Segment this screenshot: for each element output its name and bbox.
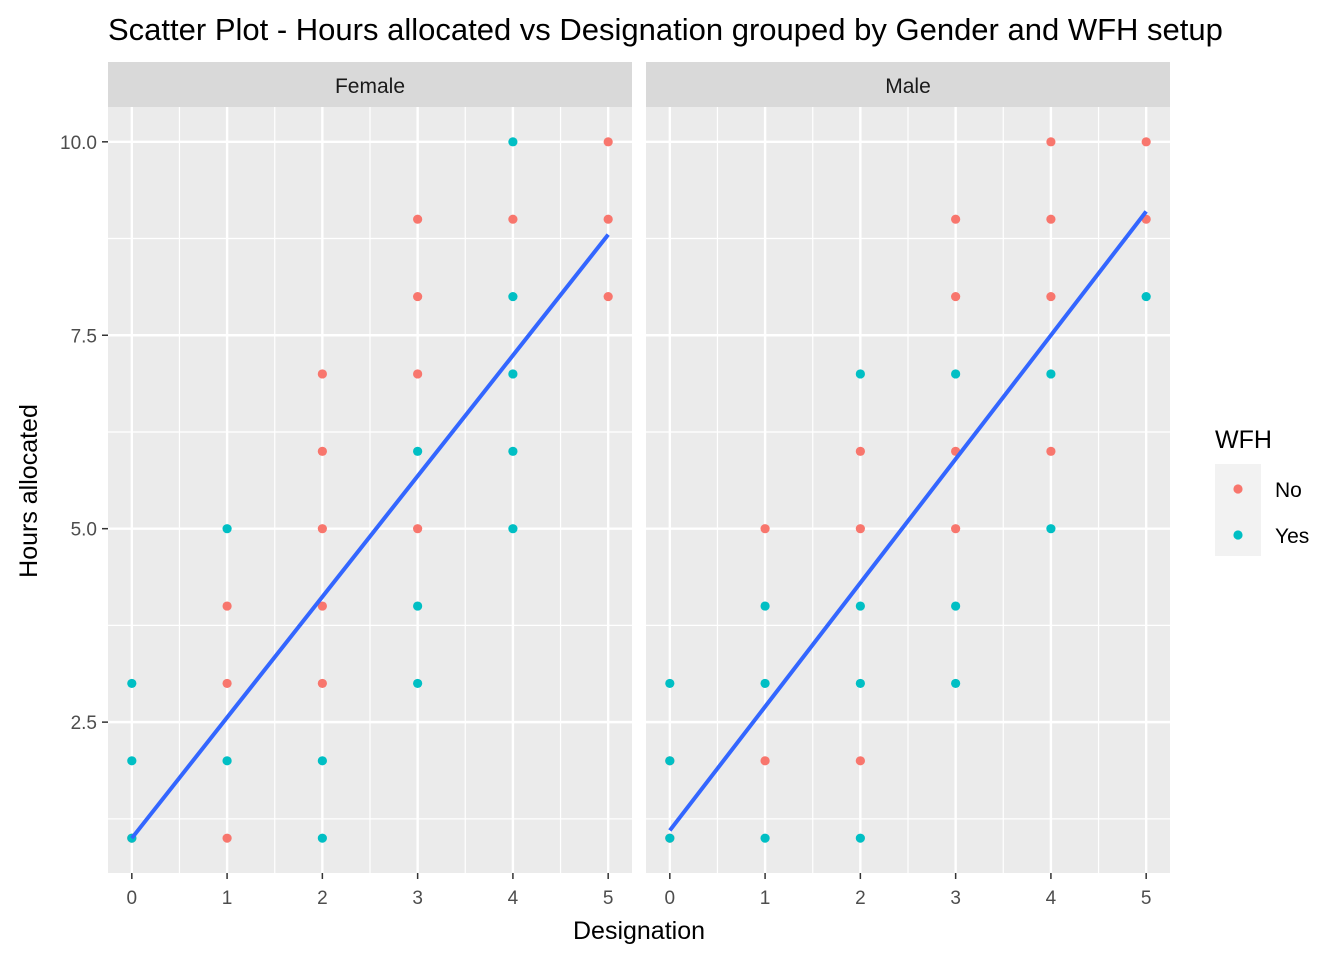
facet-strip-label: Male <box>885 75 931 98</box>
legend-title: WFH <box>1215 426 1272 454</box>
data-point-yes <box>760 833 770 843</box>
x-tick-label: 2 <box>855 888 866 909</box>
data-point-yes <box>222 524 232 534</box>
trend-line <box>668 210 1148 832</box>
legend-label-no: No <box>1275 479 1302 502</box>
data-point-no <box>413 369 423 379</box>
data-point-no <box>1046 137 1056 147</box>
data-point-no <box>760 756 770 766</box>
data-point-no <box>222 678 232 689</box>
x-tick-label: 3 <box>950 888 961 909</box>
data-point-yes <box>317 756 327 766</box>
legend-key-yes <box>1233 530 1243 540</box>
data-point-yes <box>222 756 232 766</box>
data-point-no <box>1141 137 1151 147</box>
data-point-yes <box>665 678 675 689</box>
legend: WFH No Yes <box>1215 426 1309 556</box>
data-point-no <box>603 137 613 147</box>
data-point-yes <box>760 678 770 689</box>
data-point-no <box>1046 291 1056 302</box>
data-point-yes <box>508 446 518 456</box>
data-point-yes <box>855 601 865 611</box>
data-point-no <box>1046 446 1056 456</box>
data-point-yes <box>127 678 137 689</box>
data-point-yes <box>665 756 675 766</box>
data-point-yes <box>951 678 961 689</box>
facet-strip <box>646 62 1170 107</box>
data-point-no <box>760 524 770 534</box>
data-point-no <box>413 291 423 302</box>
data-point-no <box>855 524 865 534</box>
facet-strip <box>108 62 632 107</box>
data-point-yes <box>855 833 865 843</box>
data-point-no <box>855 756 865 766</box>
chart-title: Scatter Plot - Hours allocated vs Design… <box>108 12 1223 47</box>
x-tick-label: 0 <box>127 888 138 909</box>
data-point-yes <box>1046 524 1056 534</box>
legend-key-background <box>1215 464 1261 556</box>
x-tick-label: 3 <box>412 888 423 909</box>
facet-male: Male 0 1 2 3 4 5 <box>646 62 1170 909</box>
y-tick-label: 2.5 <box>71 713 97 734</box>
data-point-no <box>317 524 327 534</box>
data-point-yes <box>508 369 518 379</box>
y-tick-label: 10.0 <box>60 133 97 154</box>
data-point-no <box>603 214 613 224</box>
x-axis-title: Designation <box>573 917 705 945</box>
data-point-no <box>317 369 327 379</box>
data-point-no <box>222 833 232 843</box>
data-point-yes <box>855 678 865 689</box>
data-point-no <box>222 601 232 611</box>
data-point-yes <box>317 833 327 843</box>
data-point-no <box>603 291 613 302</box>
data-point-no <box>855 446 865 456</box>
data-point-yes <box>951 601 961 611</box>
x-tick-label: 5 <box>603 888 614 909</box>
data-point-yes <box>127 756 137 766</box>
data-point-no <box>317 601 327 611</box>
data-point-no <box>413 524 423 534</box>
facets: Female 0 1 2 3 4 5 2.5 5.0 7.5 10.0 Male 0 1 2 3 4 5 <box>60 62 1170 909</box>
data-point-yes <box>951 369 961 379</box>
x-tick-label: 1 <box>222 888 233 909</box>
data-point-no <box>317 678 327 689</box>
data-point-no <box>951 524 961 534</box>
x-tick-label: 2 <box>317 888 328 909</box>
y-tick-label: 7.5 <box>71 326 97 347</box>
data-point-yes <box>508 137 518 147</box>
data-point-no <box>317 446 327 456</box>
y-tick-label: 5.0 <box>71 520 97 541</box>
legend-entries: No Yes <box>1233 479 1309 548</box>
data-point-yes <box>760 601 770 611</box>
data-point-yes <box>413 601 423 611</box>
facet-female: Female 0 1 2 3 4 5 2.5 5.0 7.5 10.0 <box>60 62 632 909</box>
y-axis-title: Hours allocated <box>15 404 43 578</box>
data-point-yes <box>413 446 423 456</box>
data-point-no <box>413 214 423 224</box>
data-point-no <box>1046 214 1056 224</box>
data-point-yes <box>665 833 675 843</box>
data-point-yes <box>508 524 518 534</box>
x-tick-label: 4 <box>508 888 519 909</box>
data-point-yes <box>508 291 518 302</box>
facet-strip-label: Female <box>335 75 405 98</box>
x-tick-label: 0 <box>665 888 676 909</box>
data-point-yes <box>1141 291 1151 302</box>
trend-line <box>130 233 610 840</box>
x-tick-label: 4 <box>1046 888 1057 909</box>
data-point-no <box>951 214 961 224</box>
legend-key-no <box>1233 484 1243 494</box>
x-tick-label: 5 <box>1141 888 1152 909</box>
x-tick-label: 1 <box>760 888 771 909</box>
data-point-yes <box>413 678 423 689</box>
data-point-yes <box>855 369 865 379</box>
legend-label-yes: Yes <box>1275 525 1309 548</box>
data-point-no <box>508 214 518 224</box>
data-point-yes <box>1046 369 1056 379</box>
data-point-no <box>951 291 961 302</box>
